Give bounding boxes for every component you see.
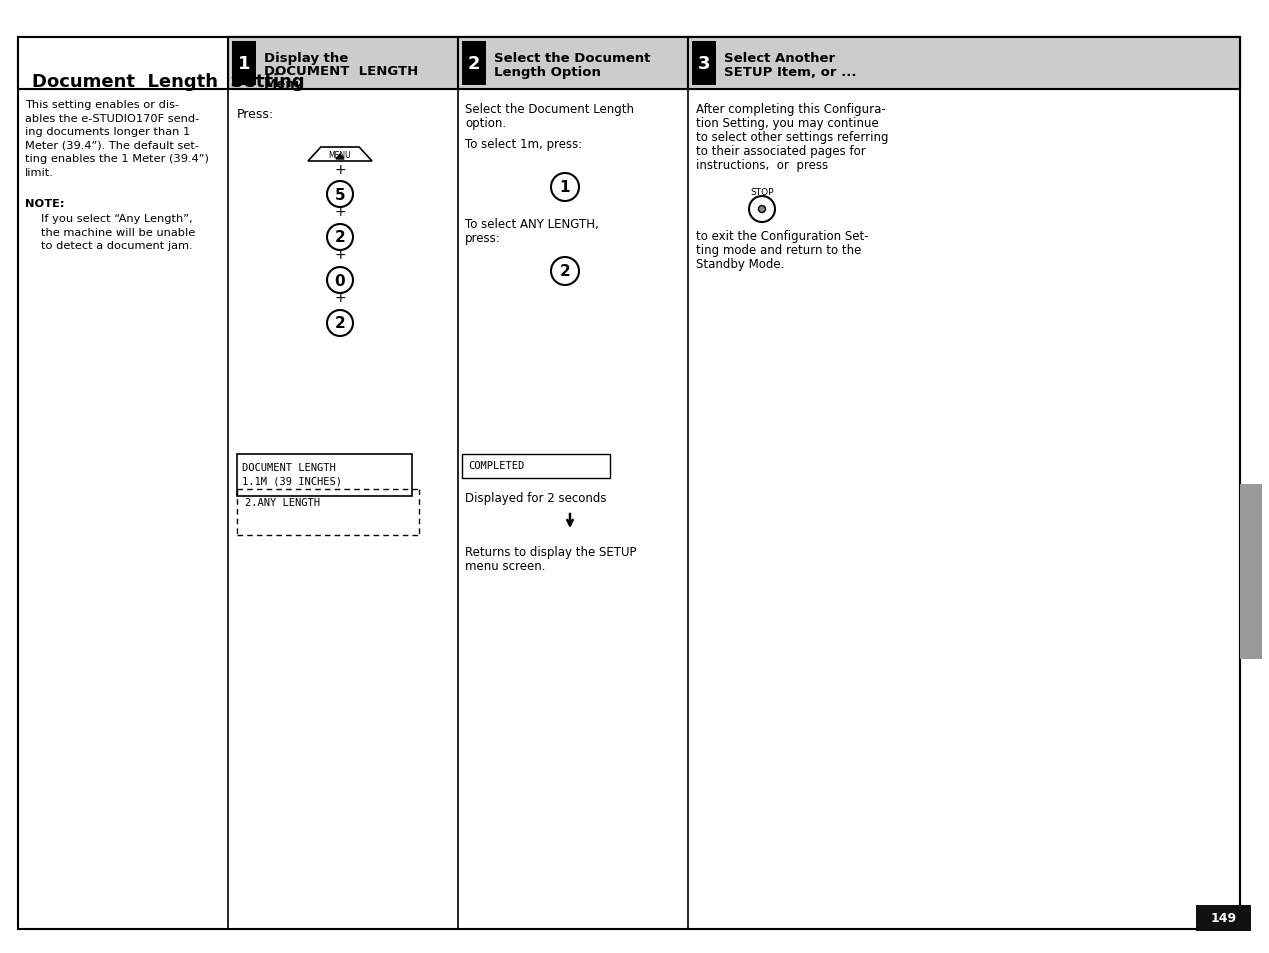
Text: COMPLETED: COMPLETED xyxy=(468,460,524,471)
Text: +: + xyxy=(334,248,346,262)
Text: 2.ANY LENGTH: 2.ANY LENGTH xyxy=(245,497,320,507)
Text: to select other settings referring: to select other settings referring xyxy=(695,131,888,144)
Text: Menu: Menu xyxy=(264,78,305,91)
Bar xyxy=(237,455,412,497)
Text: MENU: MENU xyxy=(329,151,352,160)
Text: 2: 2 xyxy=(468,55,480,73)
Text: Document  Length  Setting: Document Length Setting xyxy=(32,73,305,91)
Text: Select Another: Select Another xyxy=(725,52,835,65)
Text: To select 1m, press:: To select 1m, press: xyxy=(464,138,582,151)
Bar xyxy=(232,42,256,86)
Text: ing documents longer than 1: ing documents longer than 1 xyxy=(25,127,190,137)
Text: 1: 1 xyxy=(560,180,570,195)
Text: Displayed for 2 seconds: Displayed for 2 seconds xyxy=(464,492,607,504)
Polygon shape xyxy=(308,148,372,162)
Text: to detect a document jam.: to detect a document jam. xyxy=(41,241,193,251)
Text: DOCUMENT  LENGTH: DOCUMENT LENGTH xyxy=(264,65,419,78)
Text: the machine will be unable: the machine will be unable xyxy=(41,227,195,237)
Text: 3: 3 xyxy=(698,55,711,73)
Bar xyxy=(688,38,1240,90)
Text: NOTE:: NOTE: xyxy=(25,199,65,209)
Polygon shape xyxy=(336,154,344,160)
Text: DOCUMENT LENGTH: DOCUMENT LENGTH xyxy=(242,462,336,473)
Text: tion Setting, you may continue: tion Setting, you may continue xyxy=(695,117,878,130)
Circle shape xyxy=(551,173,579,202)
Bar xyxy=(1240,484,1261,659)
Circle shape xyxy=(327,225,353,251)
Text: instructions,  or  press: instructions, or press xyxy=(695,159,829,172)
Circle shape xyxy=(327,311,353,336)
Text: STOP: STOP xyxy=(750,188,774,196)
Text: option.: option. xyxy=(464,117,506,130)
Circle shape xyxy=(551,257,579,286)
Text: SETUP Item, or ...: SETUP Item, or ... xyxy=(725,66,857,79)
Text: Returns to display the SETUP: Returns to display the SETUP xyxy=(464,545,637,558)
Text: 2: 2 xyxy=(335,316,345,331)
Text: 1.1M (39 INCHES): 1.1M (39 INCHES) xyxy=(242,476,343,486)
Text: If you select “Any Length”,: If you select “Any Length”, xyxy=(41,213,193,224)
Text: This setting enables or dis-: This setting enables or dis- xyxy=(25,100,179,110)
Text: Length Option: Length Option xyxy=(494,66,602,79)
Text: ables the e-STUDIO170F send-: ables the e-STUDIO170F send- xyxy=(25,113,199,123)
Text: Standby Mode.: Standby Mode. xyxy=(695,257,784,271)
Text: Display the: Display the xyxy=(264,52,348,65)
Circle shape xyxy=(759,206,765,213)
Text: +: + xyxy=(334,163,346,177)
Text: menu screen.: menu screen. xyxy=(464,559,546,573)
Text: +: + xyxy=(334,205,346,219)
Bar xyxy=(458,38,688,90)
Text: ting mode and return to the: ting mode and return to the xyxy=(695,244,862,256)
Text: to exit the Configuration Set-: to exit the Configuration Set- xyxy=(695,230,868,243)
Text: 2: 2 xyxy=(335,231,345,245)
Text: Press:: Press: xyxy=(237,108,274,121)
Text: ting enables the 1 Meter (39.4”): ting enables the 1 Meter (39.4”) xyxy=(25,153,209,164)
Bar xyxy=(692,42,716,86)
Bar xyxy=(1195,905,1251,931)
Bar xyxy=(462,42,486,86)
Text: 2: 2 xyxy=(560,264,570,279)
Bar xyxy=(462,455,610,478)
Text: 0: 0 xyxy=(335,274,345,288)
Text: press:: press: xyxy=(464,232,501,245)
Bar xyxy=(228,38,458,90)
Text: limit.: limit. xyxy=(25,168,53,177)
Text: 5: 5 xyxy=(335,188,345,202)
Text: to their associated pages for: to their associated pages for xyxy=(695,145,865,158)
Text: After completing this Configura-: After completing this Configura- xyxy=(695,103,886,116)
Text: To select ANY LENGTH,: To select ANY LENGTH, xyxy=(464,218,599,231)
Text: Select the Document: Select the Document xyxy=(494,52,651,65)
Circle shape xyxy=(327,182,353,208)
Text: Select the Document Length: Select the Document Length xyxy=(464,103,634,116)
Text: +: + xyxy=(334,291,346,305)
Text: 149: 149 xyxy=(1211,911,1236,924)
Bar xyxy=(18,38,1240,90)
Text: 1: 1 xyxy=(237,55,250,73)
Circle shape xyxy=(327,268,353,294)
Circle shape xyxy=(749,196,775,223)
Text: Meter (39.4”). The default set-: Meter (39.4”). The default set- xyxy=(25,140,199,151)
